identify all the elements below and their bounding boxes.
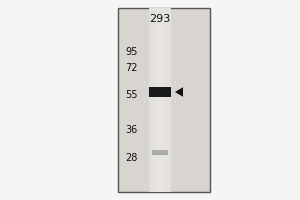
Text: 55: 55 (125, 90, 138, 100)
Bar (149, 8, 171, 192)
Text: 293: 293 (149, 14, 171, 24)
Bar (149, 87, 171, 97)
Text: 36: 36 (126, 125, 138, 135)
Bar (152, 150, 168, 154)
Bar (118, 8, 210, 192)
Polygon shape (175, 87, 183, 97)
Text: 72: 72 (125, 63, 138, 73)
Text: 28: 28 (126, 153, 138, 163)
Text: 95: 95 (126, 47, 138, 57)
